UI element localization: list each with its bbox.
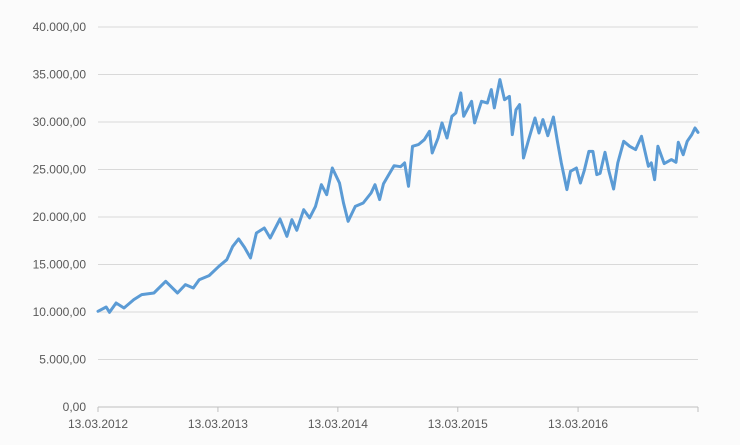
y-tick-label: 25.000,00	[33, 163, 87, 177]
y-axis: 0,00 5.000,00 10.000,00 15.000,00 20.000,00 2…	[33, 20, 87, 414]
x-tick-label: 13.03.2016	[548, 417, 608, 431]
x-tick-label: 13.03.2015	[428, 417, 488, 431]
x-tick-label: 13.03.2012	[68, 417, 128, 431]
y-tick-label: 40.000,00	[33, 20, 87, 34]
y-tick-label: 15.000,00	[33, 258, 87, 272]
y-tick-label: 35.000,00	[33, 68, 87, 82]
x-axis: 13.03.2012 13.03.2013 13.03.2014 13.03.2015…	[68, 407, 699, 431]
gridlines	[98, 26, 698, 408]
x-tick-label: 13.03.2013	[188, 417, 248, 431]
series-line	[96, 78, 700, 314]
y-tick-label: 0,00	[63, 400, 87, 414]
y-tick-label: 5.000,00	[39, 353, 86, 367]
y-tick-label: 30.000,00	[33, 115, 87, 129]
x-tick-label: 13.03.2014	[308, 417, 368, 431]
y-tick-label: 10.000,00	[33, 305, 87, 319]
series	[96, 78, 700, 314]
y-tick-label: 20.000,00	[33, 210, 87, 224]
